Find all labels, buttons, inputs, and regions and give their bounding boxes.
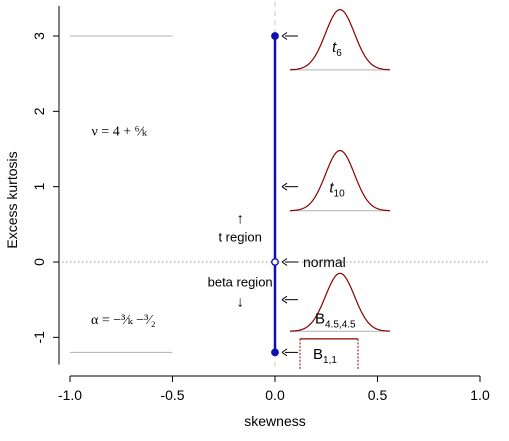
inset-label: t10	[329, 180, 345, 200]
region-arrow-up: ↑	[236, 211, 244, 228]
y-tick-label: 1	[31, 183, 47, 191]
region-label: t region	[218, 230, 261, 245]
y-tick-label: 0	[31, 258, 47, 266]
inset-label: t6	[332, 39, 342, 59]
x-tick-label: -0.5	[160, 387, 184, 403]
x-tick-label: 1.0	[470, 387, 490, 403]
pointer-arrow-head-3	[281, 295, 288, 304]
data-point-0	[271, 32, 279, 40]
x-axis-label: skewness	[244, 413, 305, 429]
inset-label: B4.5,4.5	[315, 310, 356, 330]
region-arrow-down: ↓	[236, 293, 244, 310]
pointer-label: normal	[303, 254, 346, 270]
density-insets: t6 t10 B4.5,4.5 B1,1	[289, 9, 391, 369]
pointer-arrow-head-4	[281, 348, 288, 357]
pointer-arrow-head-0	[281, 32, 288, 40]
y-tick-label: 2	[31, 107, 47, 115]
main-series	[271, 32, 279, 357]
inset-density-curve-0	[289, 9, 391, 71]
axes: skewness Excess kurtosis -1.0 -0.5 0.0 0.5 1…	[4, 5, 490, 429]
x-tick-label: -1.0	[58, 387, 82, 403]
formula-1: α = −³⁄ₖ −³⁄₂	[91, 313, 156, 328]
x-tick-label: 0.5	[368, 387, 388, 403]
inset-density-curve-1	[289, 149, 391, 212]
x-tick-label: 0.0	[265, 387, 285, 403]
inset-label: B1,1	[313, 346, 337, 366]
y-tick-label: 3	[31, 32, 47, 40]
annotations: normal ↑ t region beta region ↓ ν = 4 + ⁶⁄ₖ α …	[91, 32, 346, 357]
y-tick-label: -1	[31, 331, 47, 344]
data-point-2	[271, 348, 279, 357]
y-axis-label: Excess kurtosis	[4, 151, 20, 248]
data-point-1	[271, 258, 279, 266]
formula-0: ν = 4 + ⁶⁄ₖ	[91, 124, 147, 139]
inset-density-curve-2	[289, 272, 391, 332]
region-label: beta region	[208, 274, 273, 289]
pointer-arrow-head-1	[281, 182, 288, 191]
pointer-arrow-head-2	[281, 258, 288, 266]
